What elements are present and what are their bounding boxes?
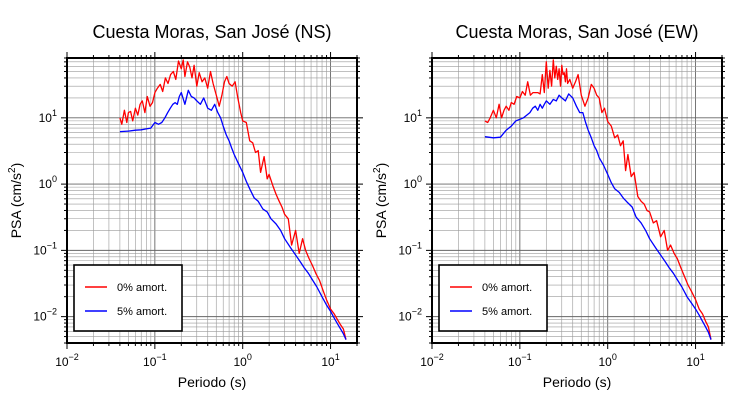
series-group (484, 59, 712, 340)
legend-label: 0% amort. (482, 282, 532, 294)
x-axis-label: Periodo (s) (543, 374, 611, 390)
y-tick-label-exp: −1 (47, 240, 57, 250)
x-tick-label-exp: −2 (434, 352, 444, 362)
y-axis-label-close: ) (373, 163, 389, 168)
y-tick-label: 101 (404, 108, 422, 125)
x-tick-label: 10−2 (55, 352, 79, 369)
plot-frame (431, 57, 723, 344)
legend-box (73, 264, 183, 332)
y-tick-label-base: 10 (398, 310, 412, 324)
y-tick-label-base: 10 (33, 243, 47, 257)
y-tick-label-exp: −2 (412, 307, 422, 317)
y-tick-label-exp: 1 (52, 108, 57, 118)
y-tick-label-exp: 0 (52, 174, 57, 184)
y-axis-label-close: ) (8, 163, 24, 168)
y-axis-label-main: PSA (cm/s (373, 173, 389, 238)
y-tick-label: 100 (404, 174, 422, 191)
x-tick-label-exp: 0 (612, 352, 617, 362)
y-axis-label-sup: 2 (372, 167, 383, 173)
x-tick-label: 101 (686, 352, 704, 369)
legend-label: 5% amort. (482, 306, 532, 318)
y-tick-label-exp: 0 (417, 174, 422, 184)
y-tick-label-base: 10 (398, 243, 412, 257)
series-line-red (484, 59, 712, 340)
y-axis-label: PSA (cm/s2) (372, 163, 389, 239)
legend-box (438, 264, 548, 332)
x-tick-label-base: 10 (420, 355, 434, 369)
y-tick-label: 10−1 (33, 240, 57, 257)
chart-panel-2: Cuesta Moras, San José (EW)10−2 10−1 100 10… (372, 22, 728, 390)
y-tick-label: 10−1 (398, 240, 422, 257)
legend: 0% amort. 5% amort. (73, 264, 183, 332)
x-tick-label: 10−1 (508, 352, 532, 369)
x-tick-label: 100 (234, 352, 252, 369)
series-group (119, 59, 347, 340)
grid (66, 57, 358, 344)
x-tick-label-base: 10 (508, 355, 522, 369)
y-tick-label-exp: −1 (412, 240, 422, 250)
x-tick-label: 10−2 (420, 352, 444, 369)
series-line-blue (119, 89, 347, 340)
x-tick-label: 10−1 (143, 352, 167, 369)
x-tick-label-base: 10 (686, 355, 700, 369)
y-tick-label: 10−2 (398, 307, 422, 324)
x-tick-label-base: 10 (321, 355, 335, 369)
y-tick-label-base: 10 (33, 310, 47, 324)
plot-frame (66, 57, 358, 344)
x-tick-label-base: 10 (234, 355, 248, 369)
x-tick-label-exp: −1 (156, 352, 166, 362)
series-line-blue (484, 93, 712, 340)
x-tick-label-exp: −1 (521, 352, 531, 362)
x-tick-label-exp: 1 (700, 352, 705, 362)
x-tick-label: 101 (321, 352, 339, 369)
x-tick-label-exp: −2 (69, 352, 79, 362)
y-tick-label: 101 (39, 108, 57, 125)
series-line-red (119, 59, 347, 340)
y-tick-label-exp: 1 (417, 108, 422, 118)
y-axis-label-sup: 2 (7, 167, 18, 173)
y-tick-label-base: 10 (404, 177, 418, 191)
y-tick-label-exp: −2 (47, 307, 57, 317)
y-axis-label-main: PSA (cm/s (8, 173, 24, 238)
chart-panel-1: Cuesta Moras, San José (NS)10−2 10−1 100 10… (7, 22, 363, 390)
x-axis-label: Periodo (s) (178, 374, 246, 390)
y-tick-label-base: 10 (404, 111, 418, 125)
y-axis-label: PSA (cm/s2) (7, 163, 24, 239)
y-tick-label: 100 (39, 174, 57, 191)
x-tick-label-base: 10 (599, 355, 613, 369)
x-tick-label-base: 10 (55, 355, 69, 369)
legend-label: 0% amort. (117, 282, 167, 294)
x-tick-label: 100 (599, 352, 617, 369)
chart-title: Cuesta Moras, San José (NS) (92, 22, 331, 42)
y-tick-label-base: 10 (39, 111, 53, 125)
x-tick-label-exp: 0 (247, 352, 252, 362)
y-tick-label-base: 10 (39, 177, 53, 191)
x-tick-label-base: 10 (143, 355, 157, 369)
y-tick-label: 10−2 (33, 307, 57, 324)
x-tick-label-exp: 1 (335, 352, 340, 362)
legend-label: 5% amort. (117, 306, 167, 318)
chart-title: Cuesta Moras, San José (EW) (455, 22, 698, 42)
legend: 0% amort. 5% amort. (438, 264, 548, 332)
